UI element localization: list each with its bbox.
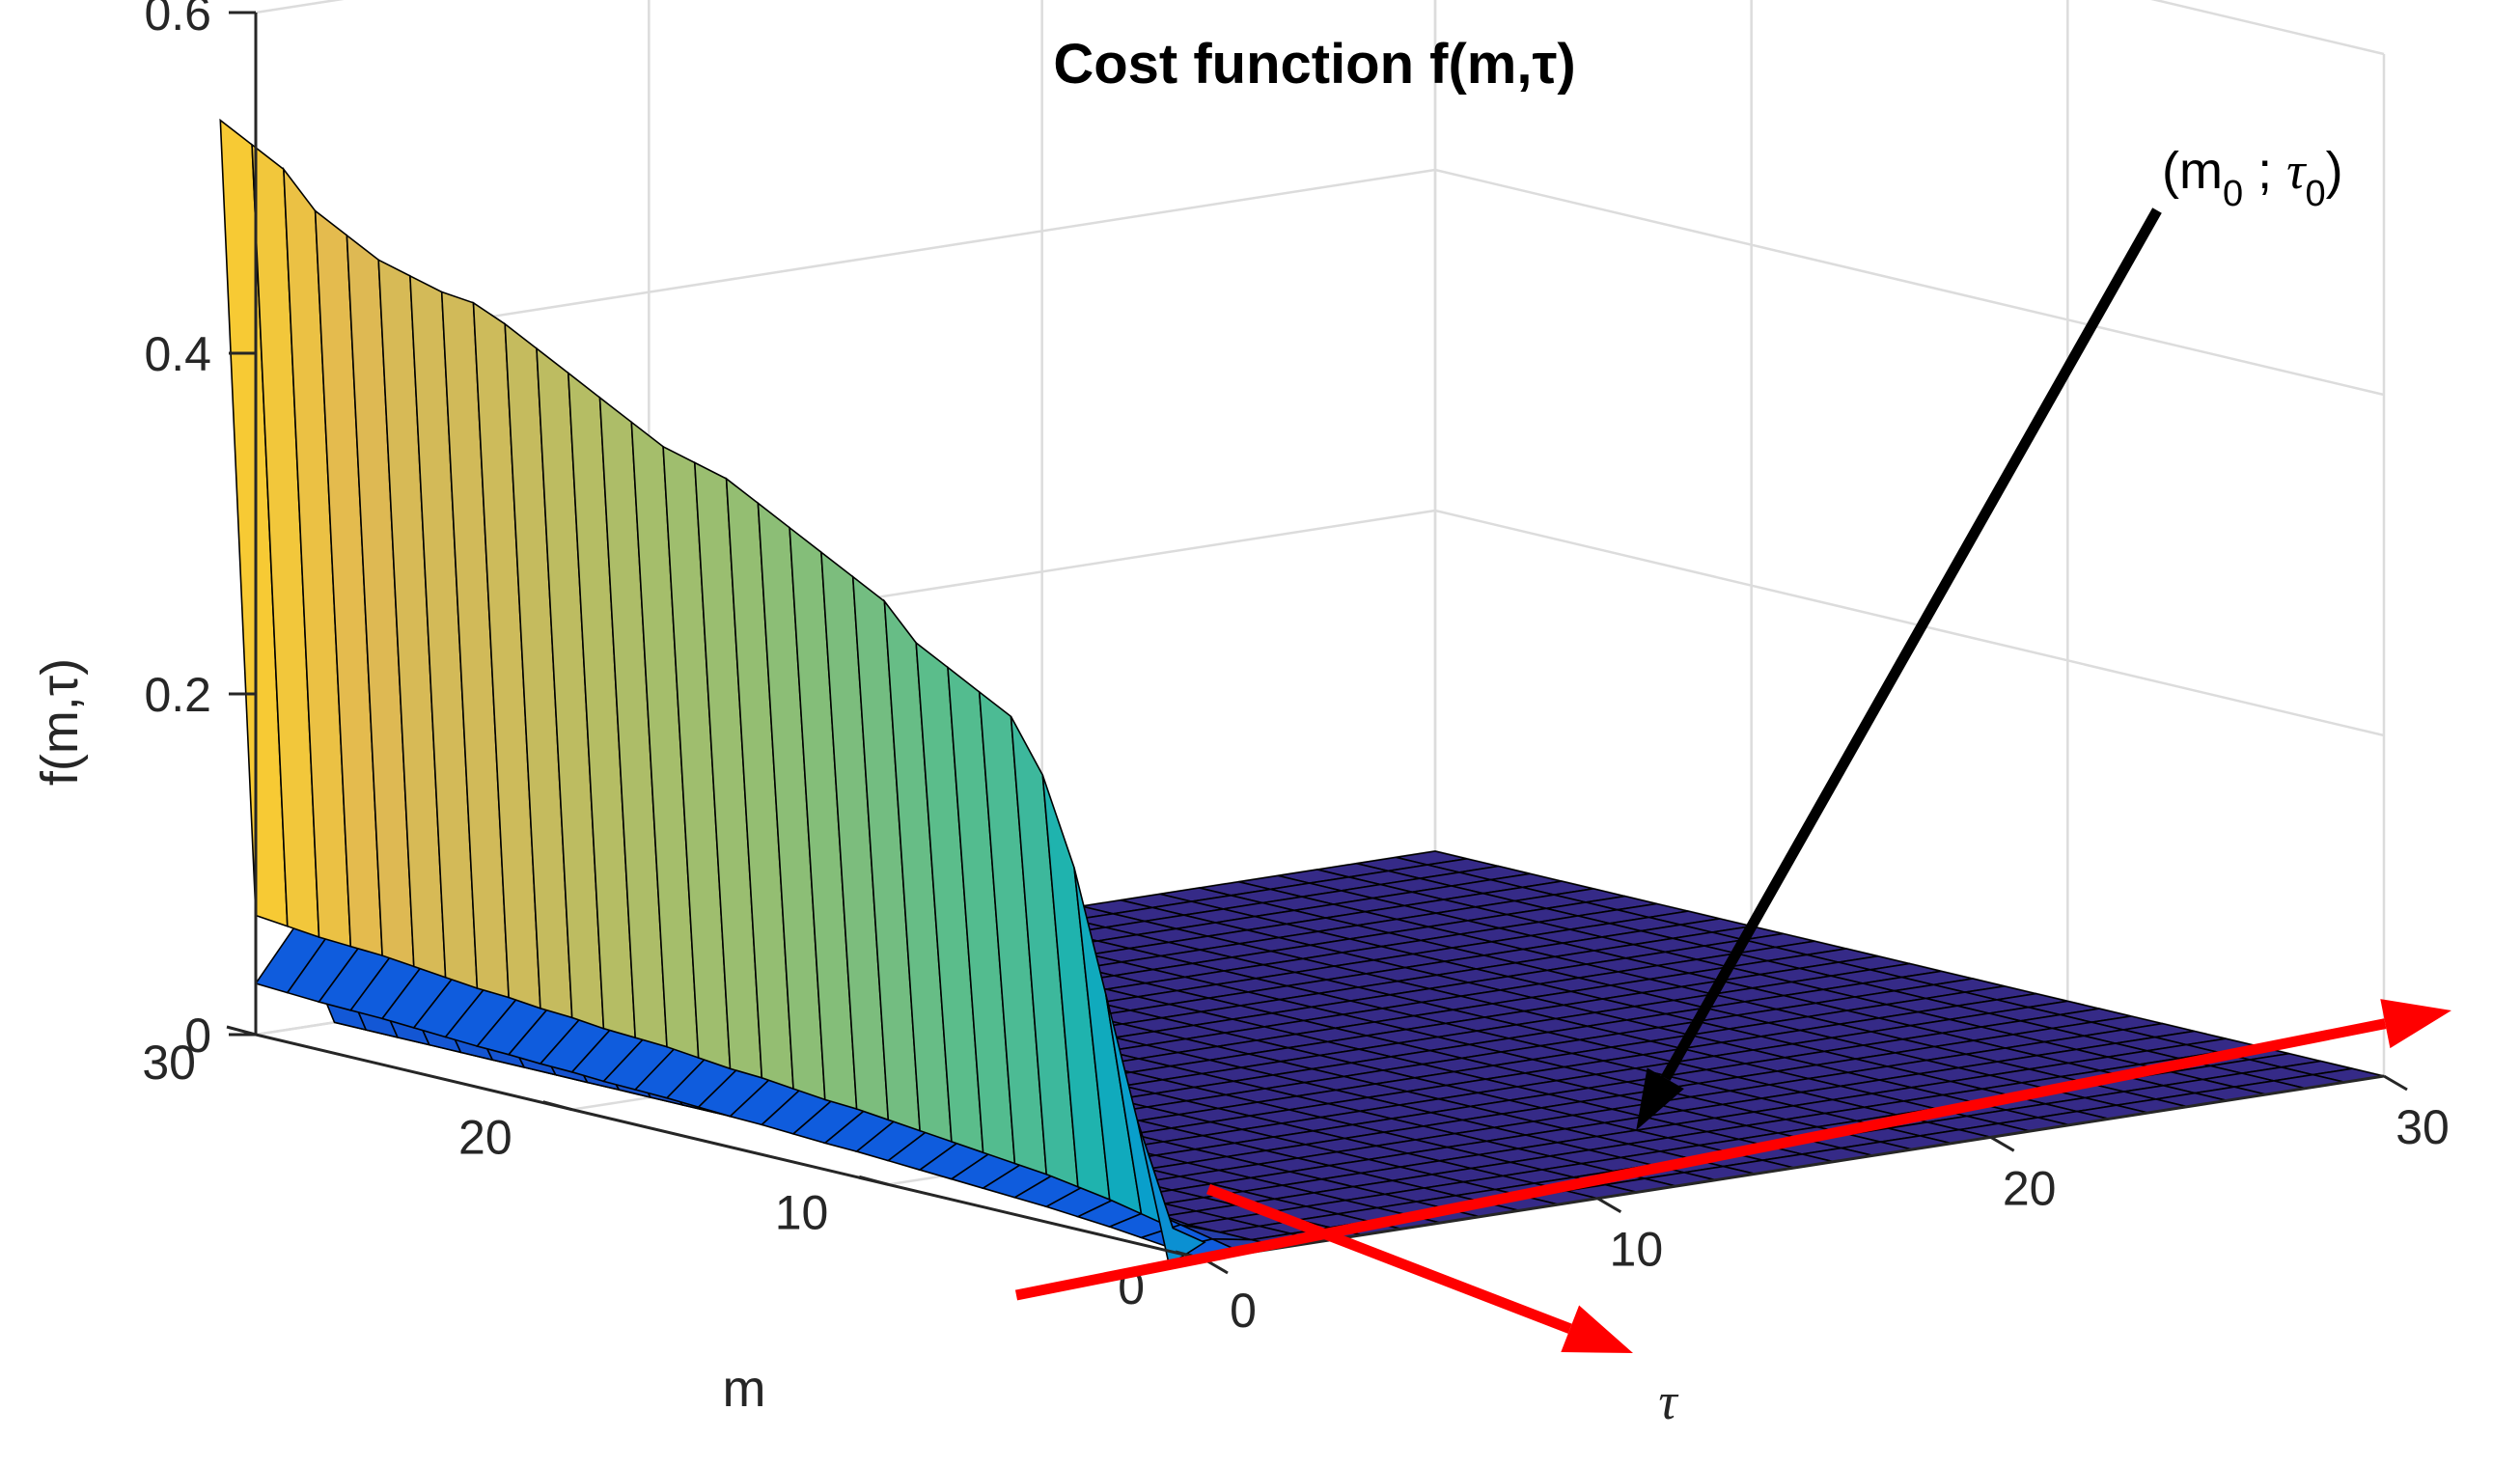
- m-tick-label: 30: [142, 1036, 196, 1090]
- tau-tick-label: 30: [2395, 1100, 2450, 1154]
- m-direction-arrow-head: [1561, 1305, 1633, 1353]
- tau-tick: [1596, 1197, 1622, 1213]
- m-tick: [542, 1100, 573, 1112]
- annotation-arrow-head: [1636, 1067, 1684, 1131]
- direction-arrows: [1014, 207, 2451, 1353]
- z-tick-label: 0.2: [144, 668, 211, 722]
- tau-tick-label: 10: [1610, 1223, 1664, 1277]
- m-tick-label: 20: [458, 1111, 512, 1165]
- tau-tick-label: 0: [1230, 1284, 1257, 1338]
- annotation-arrow-shaft: [1660, 207, 2162, 1081]
- gridline: [1434, 509, 2385, 737]
- annotation-label: (m0 ; τ0): [2162, 142, 2343, 214]
- m-axis-line: [255, 1033, 1205, 1261]
- surface-cell: [1136, 1120, 1206, 1266]
- gridline: [255, 0, 345, 14]
- tau-tick: [1989, 1136, 2015, 1152]
- minimum-annotation: (m0 ; τ0): [2162, 142, 2343, 214]
- z-tick-label: 0.6: [144, 0, 211, 41]
- chart-title: Cost function f(m,τ): [1053, 33, 1575, 96]
- m-tick-label: 10: [775, 1185, 829, 1239]
- m-tick: [858, 1175, 889, 1186]
- surface-mesh: [219, 118, 2385, 1266]
- tau-direction-arrow-shaft: [1014, 1018, 2387, 1301]
- gridline: [1434, 168, 2385, 397]
- y-axis-title: m: [723, 1360, 766, 1418]
- z-tick-label: 0: [184, 1009, 211, 1063]
- z-tick-label: 0.4: [144, 327, 211, 381]
- m-tick: [226, 1025, 257, 1037]
- z-axis-title: f(m,τ): [31, 658, 89, 786]
- x-axis-title: τ: [1658, 1372, 1678, 1430]
- gridline: [2150, 0, 2385, 56]
- tau-tick: [2383, 1074, 2408, 1092]
- tau-direction-arrow-head: [2380, 999, 2451, 1049]
- tau-tick-label: 20: [2003, 1161, 2057, 1215]
- tau-axis-line: [1204, 1074, 2385, 1261]
- m-direction-arrow-shaft: [1206, 1183, 1572, 1334]
- axes: [226, 11, 2408, 1275]
